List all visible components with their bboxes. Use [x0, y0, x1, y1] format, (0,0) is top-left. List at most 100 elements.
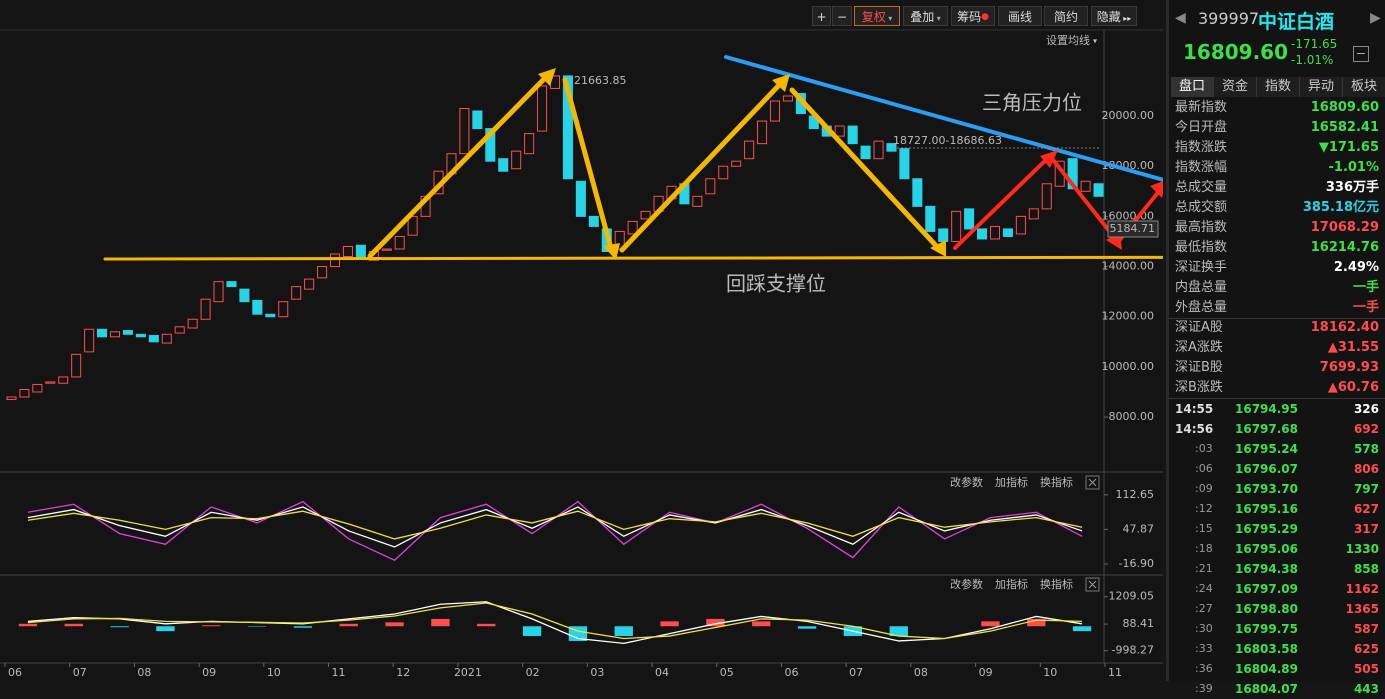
histogram-bar: [65, 624, 83, 626]
tick-time: :33: [1195, 639, 1213, 659]
ma-settings[interactable]: 设置均线: [1046, 33, 1090, 47]
stat-value: 17068.29: [1311, 218, 1379, 238]
next-icon[interactable]: ▶: [1370, 10, 1381, 26]
candle: [913, 179, 922, 207]
indicator-menu[interactable]: 换指标: [1040, 577, 1073, 591]
tick-price: 16799.75: [1235, 619, 1298, 639]
tick-price: 16797.68: [1235, 419, 1298, 439]
toolbar-button[interactable]: 叠加 ▾: [903, 6, 948, 26]
toolbar-button[interactable]: −: [832, 6, 852, 26]
tick-volume: 1330: [1346, 539, 1379, 559]
tick-price: 16795.16: [1235, 499, 1298, 519]
histogram-bar: [477, 624, 495, 626]
indicator-menu[interactable]: 加指标: [995, 577, 1028, 591]
stat-label: 外盘总量: [1175, 298, 1227, 318]
stat-value: ▼171.65: [1319, 138, 1379, 158]
histogram-bar: [294, 626, 312, 627]
stat-label: 最低指数: [1175, 238, 1227, 258]
tick-price: 16793.70: [1235, 479, 1298, 499]
candle: [926, 206, 935, 231]
candle: [149, 336, 158, 342]
x-tick-label: 08: [914, 666, 928, 679]
stat-row: 外盘总量 一手: [1175, 298, 1379, 318]
tick-volume: 505: [1354, 659, 1379, 679]
histogram-bar: [615, 626, 633, 636]
toolbar-button[interactable]: 筹码●: [951, 6, 995, 26]
toolbar-button[interactable]: +: [812, 6, 831, 26]
tab[interactable]: 资金: [1214, 77, 1257, 97]
tick-price: 16804.89: [1235, 659, 1298, 679]
tick-price: 16794.38: [1235, 559, 1298, 579]
x-tick-label: 10: [267, 666, 281, 679]
stat-value: 2.49%: [1334, 258, 1379, 278]
toolbar-button[interactable]: 隐藏 ▸▸: [1091, 6, 1137, 26]
indicator-menu[interactable]: 改参数: [950, 577, 983, 591]
stat-value: 一手: [1353, 298, 1379, 318]
tab[interactable]: 板块: [1343, 77, 1385, 97]
y-tick-label: 10000.00: [1102, 360, 1155, 373]
histogram-bar: [523, 626, 541, 636]
x-tick-label: 02: [526, 666, 540, 679]
stat-row: 指数涨幅-1.01%: [1175, 158, 1379, 178]
stock-code: 399997: [1198, 9, 1259, 28]
tick-time: :15: [1195, 519, 1213, 539]
x-tick-label: 03: [590, 666, 604, 679]
x-tick-label: 09: [202, 666, 216, 679]
tick-price: 16795.06: [1235, 539, 1298, 559]
tick-time: :18: [1195, 539, 1213, 559]
stock-name: 中证白酒: [1258, 7, 1334, 34]
y-tick-label: 14000.00: [1102, 260, 1155, 273]
toolbar-button[interactable]: 画线: [998, 6, 1042, 26]
x-tick-label: 07: [849, 666, 863, 679]
candle: [499, 159, 508, 172]
stat-value: ▲31.55: [1328, 338, 1379, 358]
indicator-menu[interactable]: 加指标: [995, 475, 1028, 489]
tick-volume: 1365: [1346, 599, 1379, 619]
tab[interactable]: 盘口: [1171, 77, 1214, 97]
x-tick-label: 2021: [454, 666, 482, 679]
stat-value: -1.01%: [1329, 158, 1380, 178]
stat-value: ▲60.76: [1328, 378, 1379, 398]
y-tick-label: 16000.00: [1102, 209, 1155, 222]
tick-volume: 692: [1354, 419, 1379, 439]
toolbar-button[interactable]: 复权 ▾: [854, 6, 900, 26]
candle: [227, 282, 236, 287]
tick-time: :27: [1195, 599, 1213, 619]
candle: [136, 334, 145, 337]
tick-volume: 797: [1354, 479, 1379, 499]
histogram-bar: [202, 625, 220, 626]
prev-icon[interactable]: ◀: [1175, 10, 1186, 26]
indicator-menu[interactable]: 换指标: [1040, 475, 1073, 489]
collapse-button[interactable]: [1353, 46, 1369, 62]
stat-value: 16214.76: [1311, 238, 1379, 258]
candle: [978, 229, 987, 239]
tab[interactable]: 指数: [1257, 77, 1300, 97]
stat-label: 今日开盘: [1175, 118, 1227, 138]
tick-time: :21: [1195, 559, 1213, 579]
stat-label: 总成交额: [1175, 198, 1227, 218]
histogram-bar: [385, 622, 403, 626]
stat-label: 深A涨跌: [1175, 338, 1223, 358]
toolbar-button[interactable]: 简约: [1044, 6, 1088, 26]
indicator-menu[interactable]: 改参数: [950, 475, 983, 489]
tick-price: 16795.24: [1235, 439, 1298, 459]
tick-volume: 578: [1354, 439, 1379, 459]
y-tick-label: 88.41: [1123, 617, 1155, 630]
histogram-bar: [19, 624, 37, 626]
x-tick-label: 07: [73, 666, 87, 679]
high-label: 21663.85: [574, 74, 627, 87]
candle: [356, 245, 365, 259]
stat-row: 指数涨跌▼171.65: [1175, 138, 1379, 158]
tab[interactable]: 异动: [1300, 77, 1343, 97]
